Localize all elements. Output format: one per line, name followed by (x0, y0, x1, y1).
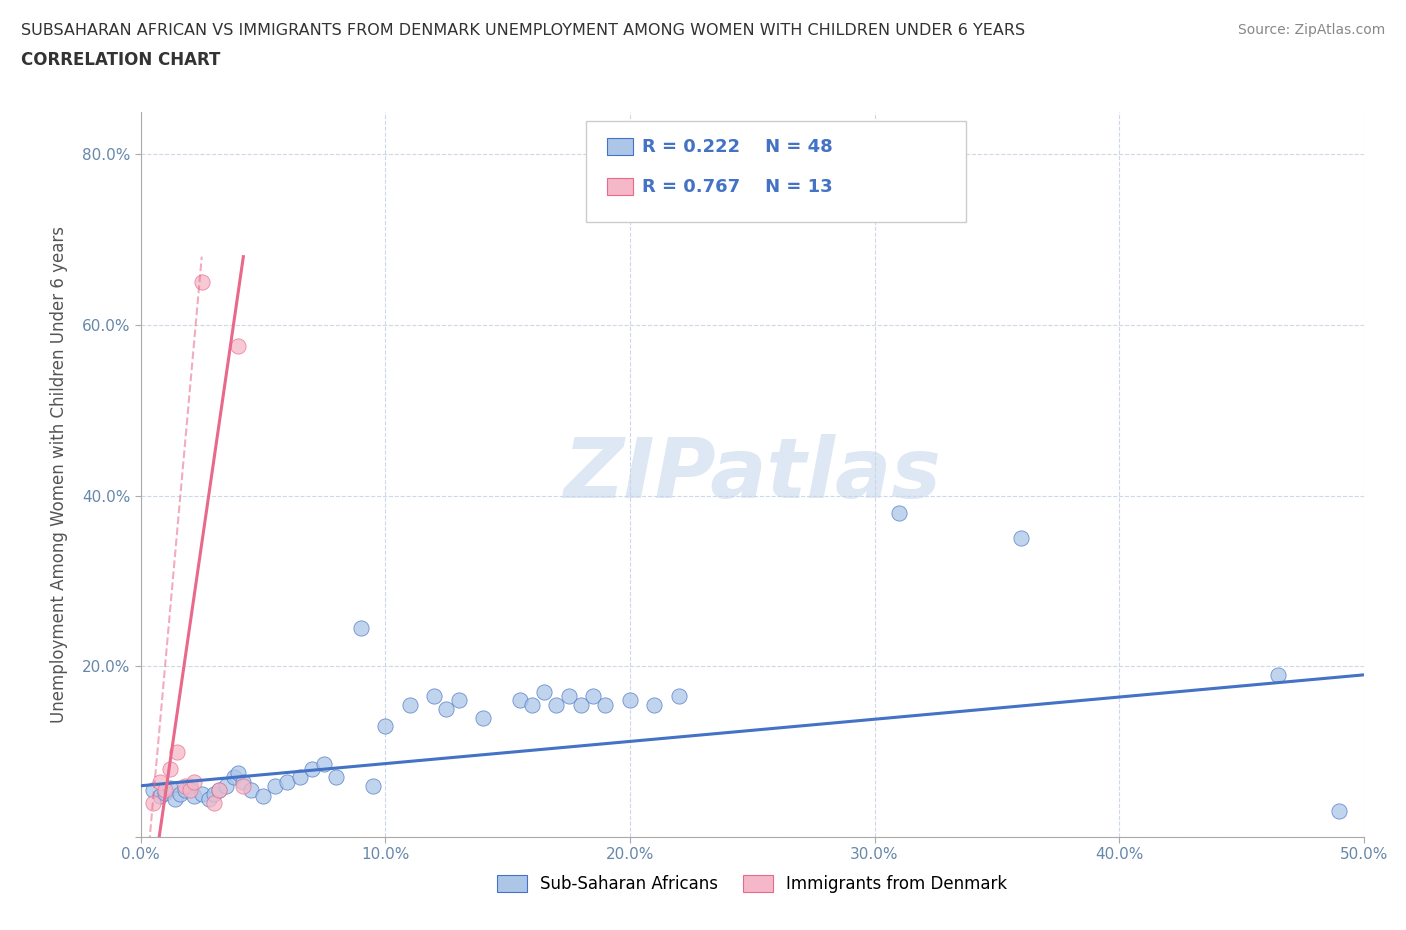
Point (557, 689, 581, 704)
Point (252, 789, 274, 804)
Point (595, 698, 617, 712)
Point (232, 774, 254, 789)
Point (228, 339, 250, 353)
Point (887, 505, 910, 520)
Point (163, 791, 186, 806)
Point (142, 783, 165, 798)
Point (202, 787, 225, 802)
Point (643, 698, 665, 712)
Point (202, 795, 225, 810)
Point (361, 778, 384, 793)
Point (222, 770, 245, 785)
Point (159, 780, 181, 795)
Point (288, 770, 311, 785)
Point (520, 698, 543, 712)
Y-axis label: Unemployment Among Women with Children Under 6 years: Unemployment Among Women with Children U… (49, 226, 67, 723)
Point (179, 778, 201, 793)
Point (398, 698, 420, 712)
Point (582, 689, 605, 704)
Point (374, 719, 396, 734)
Point (350, 620, 373, 635)
Point (208, 783, 231, 798)
Text: SUBSAHARAN AFRICAN VS IMMIGRANTS FROM DENMARK UNEMPLOYMENT AMONG WOMEN WITH CHIL: SUBSAHARAN AFRICAN VS IMMIGRANTS FROM DE… (21, 23, 1025, 38)
Point (179, 783, 201, 798)
Point (228, 765, 250, 780)
Point (232, 778, 254, 793)
Point (619, 693, 641, 708)
Point (509, 693, 531, 708)
Point (301, 762, 323, 777)
Point (569, 698, 592, 712)
Point (1010, 531, 1032, 546)
Point (546, 698, 568, 712)
Point (447, 693, 470, 708)
Point (312, 757, 335, 772)
Point (276, 774, 298, 789)
Point (153, 785, 176, 800)
Point (198, 791, 221, 806)
Text: Source: ZipAtlas.com: Source: ZipAtlas.com (1237, 23, 1385, 37)
Point (159, 762, 181, 777)
Text: ZIPatlas: ZIPatlas (564, 433, 941, 515)
Legend: Sub-Saharan Africans, Immigrants from Denmark: Sub-Saharan Africans, Immigrants from De… (488, 867, 1017, 901)
Point (208, 783, 231, 798)
Point (436, 701, 458, 716)
Text: R = 0.222    N = 48: R = 0.222 N = 48 (643, 138, 834, 155)
Point (325, 770, 347, 785)
Point (183, 774, 205, 789)
Point (191, 275, 214, 290)
Point (153, 783, 176, 798)
Point (1267, 668, 1289, 683)
Point (239, 783, 262, 798)
Point (533, 684, 555, 699)
Point (142, 795, 165, 810)
Point (191, 787, 214, 802)
Point (169, 787, 191, 802)
Text: CORRELATION CHART: CORRELATION CHART (21, 51, 221, 69)
Point (472, 711, 495, 725)
Point (264, 778, 287, 793)
Point (668, 689, 690, 704)
Point (173, 783, 195, 798)
Point (215, 778, 238, 793)
Point (183, 789, 205, 804)
Text: R = 0.767    N = 13: R = 0.767 N = 13 (643, 178, 832, 195)
Point (173, 778, 195, 793)
Point (423, 689, 446, 704)
Point (149, 774, 172, 789)
Point (1329, 804, 1351, 818)
Point (166, 744, 188, 759)
Point (149, 789, 172, 804)
